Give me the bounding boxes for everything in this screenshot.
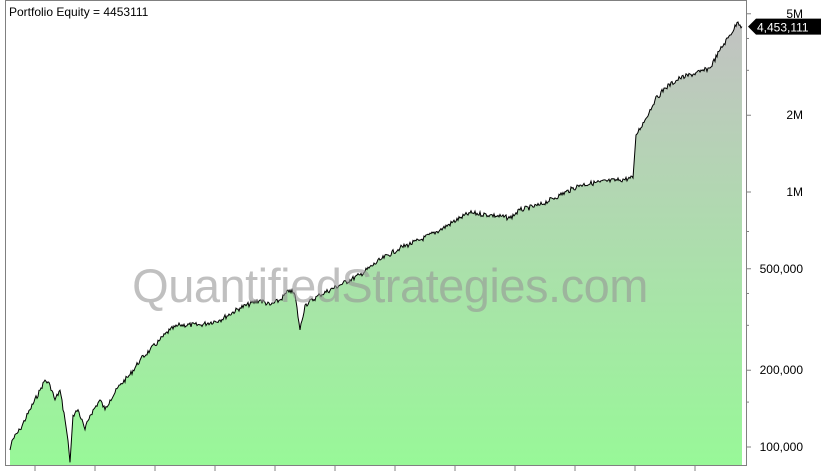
last-value-marker — [748, 18, 821, 35]
chart-title: Portfolio Equity = 4453111 — [9, 5, 149, 19]
y-tick-label: 200,000 — [760, 363, 804, 377]
y-tick-label: 100,000 — [760, 440, 804, 454]
y-tick-label: 1M — [786, 185, 803, 199]
plot-border — [5, 0, 747, 466]
watermark: QuantifiedStrategies.com — [132, 259, 648, 312]
y-tick-label: 5M — [786, 7, 803, 21]
last-value-label: 4,453,111 — [757, 21, 809, 35]
y-tick-label: 2M — [786, 108, 803, 122]
equity-line — [9, 21, 743, 463]
equity-area — [10, 22, 742, 465]
y-tick-label: 500,000 — [760, 262, 804, 276]
